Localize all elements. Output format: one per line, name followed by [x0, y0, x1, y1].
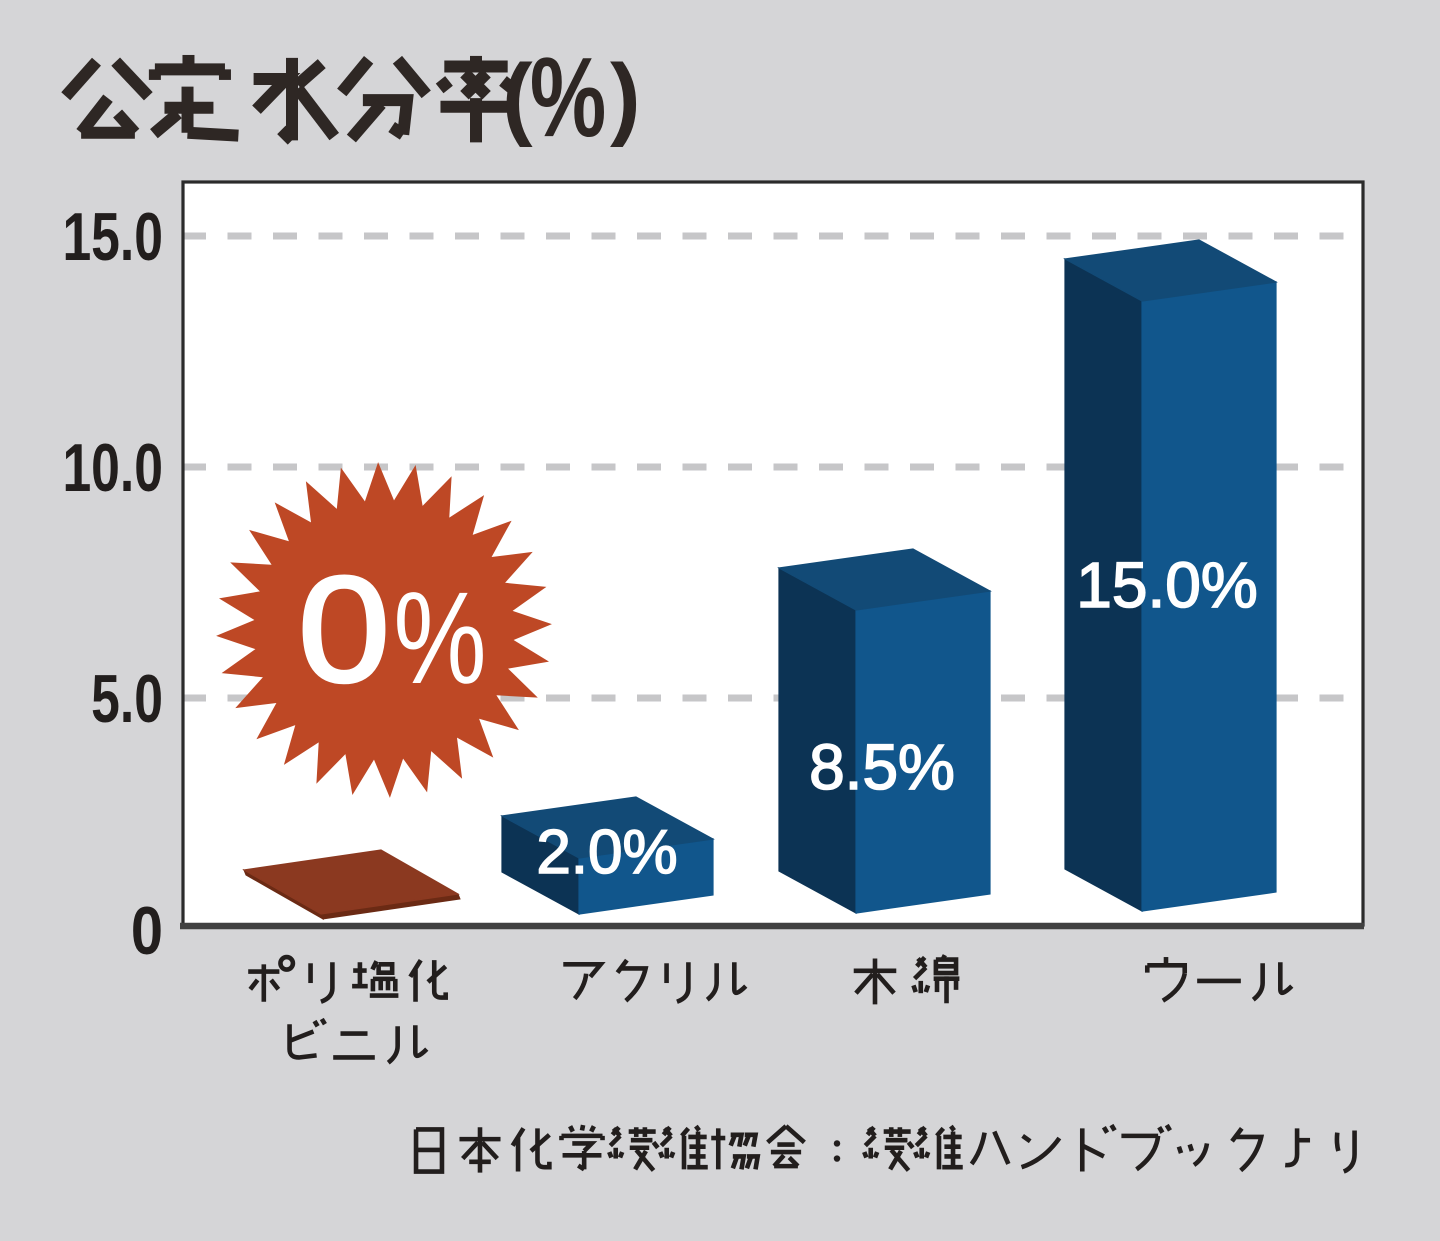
svg-text:8.5%: 8.5% — [809, 731, 955, 803]
svg-text:): ) — [610, 46, 641, 148]
svg-text:%: % — [393, 566, 486, 712]
svg-text:0: 0 — [298, 546, 390, 713]
svg-text:15.0%: 15.0% — [1076, 549, 1257, 621]
svg-text:15.0: 15.0 — [62, 198, 163, 275]
svg-text:0: 0 — [131, 894, 163, 969]
svg-text:2.0%: 2.0% — [536, 818, 677, 887]
svg-text:10.0: 10.0 — [62, 429, 163, 506]
svg-text:(: ( — [502, 46, 533, 148]
svg-text:%: % — [530, 35, 606, 161]
svg-text:5.0: 5.0 — [91, 660, 163, 737]
